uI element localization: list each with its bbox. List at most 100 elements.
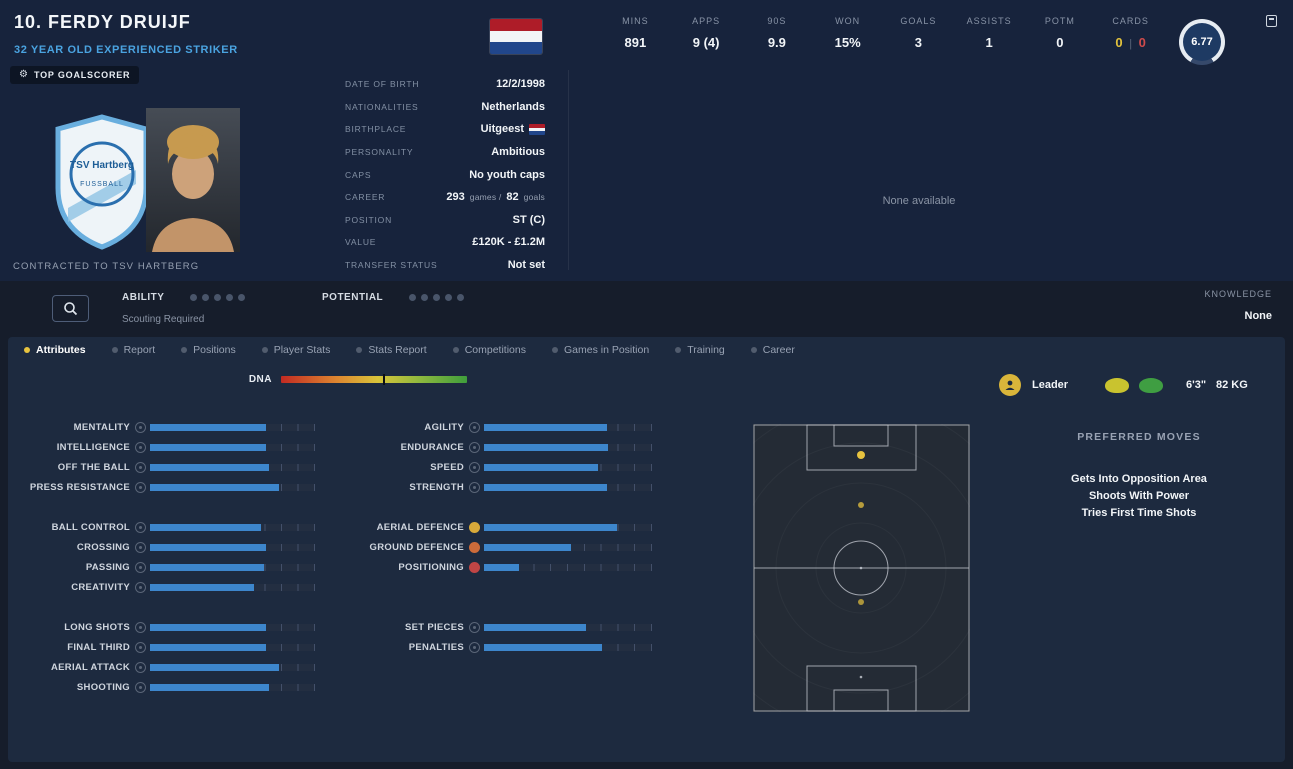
tab-career[interactable]: Career bbox=[750, 344, 795, 356]
tab-games-in-position[interactable]: Games in Position bbox=[551, 344, 650, 356]
attribute-bar-fill bbox=[150, 523, 261, 531]
attribute-gauge-icon bbox=[135, 421, 146, 433]
tab-dot bbox=[551, 347, 558, 353]
info-label: CAREER bbox=[345, 192, 386, 203]
stat-won: WON 15% bbox=[812, 16, 883, 50]
attribute-gauge-icon bbox=[135, 461, 146, 473]
preferred-move-item: Tries First Time Shots bbox=[1081, 507, 1197, 519]
attribute-row: STRENGTH bbox=[346, 477, 652, 497]
attribute-bar bbox=[150, 583, 315, 591]
flag-stripe-white bbox=[490, 30, 542, 43]
info-row: DATE OF BIRTH 12/2/1998 bbox=[345, 73, 545, 96]
attribute-bar-fill bbox=[484, 543, 572, 551]
tab-attributes[interactable]: Attributes bbox=[24, 344, 86, 356]
attribute-bar bbox=[150, 443, 315, 451]
attribute-group: AERIAL DEFENCE GROUND DEFENCE POSITIONIN… bbox=[346, 517, 652, 577]
position-dot-secondary bbox=[858, 502, 864, 508]
attribute-gauge-icon bbox=[135, 481, 146, 493]
attribute-label: MENTALITY bbox=[73, 421, 130, 433]
attribute-label: INTELLIGENCE bbox=[56, 441, 130, 453]
career-games-unit: games / bbox=[469, 192, 502, 203]
tab-label: Training bbox=[687, 344, 725, 356]
preferred-move-item: Gets Into Opposition Area bbox=[1071, 473, 1207, 485]
tab-label: Games in Position bbox=[563, 344, 650, 356]
red-cards-count: 0 bbox=[1138, 35, 1146, 50]
attribute-gauge-icon bbox=[135, 561, 146, 573]
cards-separator: | bbox=[1129, 38, 1133, 50]
attribute-bar bbox=[150, 683, 315, 691]
info-value: No youth caps bbox=[469, 168, 545, 181]
tab-label: Attributes bbox=[36, 344, 86, 356]
stat-value: 9 (4) bbox=[692, 35, 720, 50]
attribute-label: BALL CONTROL bbox=[51, 521, 130, 533]
attribute-row: LONG SHOTS bbox=[12, 617, 315, 637]
player-subtitle: 32 YEAR OLD EXPERIENCED STRIKER bbox=[14, 44, 238, 56]
attribute-bar bbox=[484, 523, 652, 531]
attributes-left-column: MENTALITY INTELLIGENCE OFF THE BALL PRES… bbox=[12, 417, 315, 717]
attribute-row: GROUND DEFENCE bbox=[346, 537, 652, 557]
attribute-gauge-icon bbox=[469, 461, 480, 473]
attribute-gauge-icon bbox=[135, 541, 146, 553]
stat-mins: MINS 891 bbox=[600, 16, 671, 50]
attribute-gauge-icon bbox=[135, 681, 146, 693]
attribute-bar-fill bbox=[150, 623, 266, 631]
attribute-bar bbox=[150, 623, 315, 631]
stat-label: GOALS bbox=[900, 16, 937, 26]
attribute-row: PENALTIES bbox=[346, 637, 652, 657]
attribute-bar bbox=[484, 543, 652, 551]
tab-dot bbox=[24, 347, 30, 353]
dna-label: DNA bbox=[248, 374, 272, 385]
tab-label: Career bbox=[762, 344, 795, 356]
attribute-gauge-icon bbox=[135, 641, 146, 653]
attribute-label: STRENGTH bbox=[409, 481, 464, 493]
attribute-bar-fill bbox=[150, 563, 264, 571]
attribute-label: LONG SHOTS bbox=[64, 621, 130, 633]
info-value: £120K - £1.2M bbox=[472, 236, 545, 249]
flag-stripe-blue bbox=[490, 42, 542, 54]
attribute-label: POSITIONING bbox=[398, 561, 464, 573]
info-label: DATE OF BIRTH bbox=[345, 79, 420, 90]
stat-90s: 90S 9.9 bbox=[742, 16, 813, 50]
attribute-gauge-icon bbox=[135, 581, 146, 593]
tab-label: Report bbox=[123, 344, 156, 356]
attribute-label: OFF THE BALL bbox=[57, 461, 130, 473]
preferred-moves-title: PREFERRED MOVES bbox=[1077, 431, 1201, 443]
info-row: CAPS No youth caps bbox=[345, 163, 545, 186]
tab-positions[interactable]: Positions bbox=[181, 344, 236, 356]
tab-stats-report[interactable]: Stats Report bbox=[356, 344, 427, 356]
ability-label: ABILITY bbox=[122, 292, 165, 303]
career-goals-unit: goals bbox=[523, 192, 545, 203]
attribute-row: CROSSING bbox=[12, 537, 315, 557]
attribute-row: MENTALITY bbox=[12, 417, 315, 437]
person-icon bbox=[1005, 380, 1015, 390]
preferred-moves: PREFERRED MOVES Gets Into Opposition Are… bbox=[1003, 431, 1275, 522]
right-foot-icon bbox=[1139, 378, 1163, 393]
attribute-row: CREATIVITY bbox=[12, 577, 315, 597]
attribute-bar-fill bbox=[150, 543, 266, 551]
tab-competitions[interactable]: Competitions bbox=[452, 344, 526, 356]
leader-badge-icon bbox=[999, 374, 1021, 396]
scouting-required-label: Scouting Required bbox=[122, 314, 205, 325]
flag-stripe-red bbox=[529, 123, 545, 128]
info-label: BIRTHPLACE bbox=[345, 124, 407, 135]
info-value: Netherlands bbox=[481, 100, 545, 113]
attribute-gauge-icon bbox=[469, 621, 480, 633]
leader-label: Leader bbox=[1032, 379, 1069, 391]
briefcase-icon[interactable] bbox=[1266, 15, 1277, 27]
attribute-gauge-icon bbox=[469, 421, 480, 433]
player-name: 10. FERDY DRUIJF bbox=[14, 12, 191, 32]
attribute-gauge-icon bbox=[469, 641, 480, 653]
attribute-bar-fill bbox=[150, 463, 269, 471]
career-value: 293 games / 82 goals bbox=[446, 191, 545, 203]
attribute-bar-fill bbox=[484, 563, 520, 571]
average-rating-value: 6.77 bbox=[1183, 23, 1221, 61]
tab-training[interactable]: Training bbox=[675, 344, 725, 356]
tab-player-stats[interactable]: Player Stats bbox=[261, 344, 330, 356]
stat-potm: POTM 0 bbox=[1025, 16, 1096, 50]
tab-report[interactable]: Report bbox=[111, 344, 156, 356]
club-crest: TSV Hartberg FUSSBALL bbox=[55, 114, 149, 250]
attribute-row: AERIAL DEFENCE bbox=[346, 517, 652, 537]
yellow-cards-count: 0 bbox=[1115, 35, 1123, 50]
scout-search-button[interactable] bbox=[52, 295, 89, 322]
player-header: 10. FERDY DRUIJF 32 YEAR OLD EXPERIENCED… bbox=[0, 0, 1293, 281]
